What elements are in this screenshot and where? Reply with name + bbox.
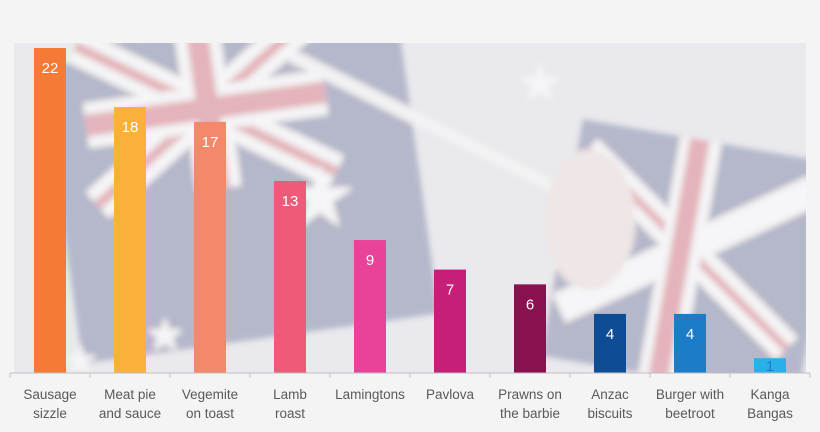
- x-tick-label: roast: [275, 406, 305, 421]
- x-tick-label: sizzle: [33, 406, 67, 421]
- bar-value-label: 13: [282, 193, 299, 210]
- bar-value-label: 4: [686, 326, 694, 343]
- x-tick-label: Bangas: [747, 406, 793, 421]
- bar: [194, 121, 226, 373]
- x-tick-label: and sauce: [99, 406, 161, 421]
- x-tick-label: Kanga: [750, 387, 790, 402]
- bar-value-label: 6: [526, 296, 534, 313]
- x-tick-label: Sausage: [23, 387, 76, 402]
- bar-value-label: 7: [446, 282, 454, 299]
- bar: [594, 313, 626, 373]
- bar: [274, 180, 306, 373]
- bar-value-label: 4: [606, 326, 614, 343]
- bar-value-label: 18: [122, 119, 139, 136]
- x-axis-labels: Sausage sizzle Meat pie and sauce Vegemite on…: [23, 387, 793, 421]
- bar: [34, 48, 66, 373]
- x-axis-ticks: [9, 373, 811, 378]
- bar: [754, 358, 786, 373]
- bars-group: [34, 48, 786, 373]
- x-tick-label: beetroot: [665, 406, 715, 421]
- bar: [514, 284, 546, 373]
- bar-value-label: 1: [766, 358, 774, 375]
- x-tick-label: biscuits: [587, 406, 632, 421]
- bar: [674, 313, 706, 373]
- x-tick-label: Pavlova: [426, 387, 475, 402]
- x-tick-label: Lamb: [273, 387, 307, 402]
- x-tick-label: Lamingtons: [335, 387, 405, 402]
- bar-value-label: 22: [42, 60, 59, 77]
- bar-value-label: 17: [202, 134, 219, 151]
- x-tick-label: on toast: [186, 406, 234, 421]
- x-tick-label: Burger with: [656, 387, 724, 402]
- x-tick-label: the barbie: [500, 406, 560, 421]
- bar-value-label: 9: [366, 252, 374, 269]
- x-tick-label: Prawns on: [498, 387, 562, 402]
- x-tick-label: Anzac: [591, 387, 629, 402]
- bar: [434, 269, 466, 373]
- data-labels-group: 22 18 17 13 9 7 6 4 4 1: [42, 60, 775, 375]
- bar: [114, 107, 146, 373]
- x-tick-label: Meat pie: [104, 387, 156, 402]
- x-tick-label: Vegemite: [182, 387, 238, 402]
- bar: [354, 240, 386, 373]
